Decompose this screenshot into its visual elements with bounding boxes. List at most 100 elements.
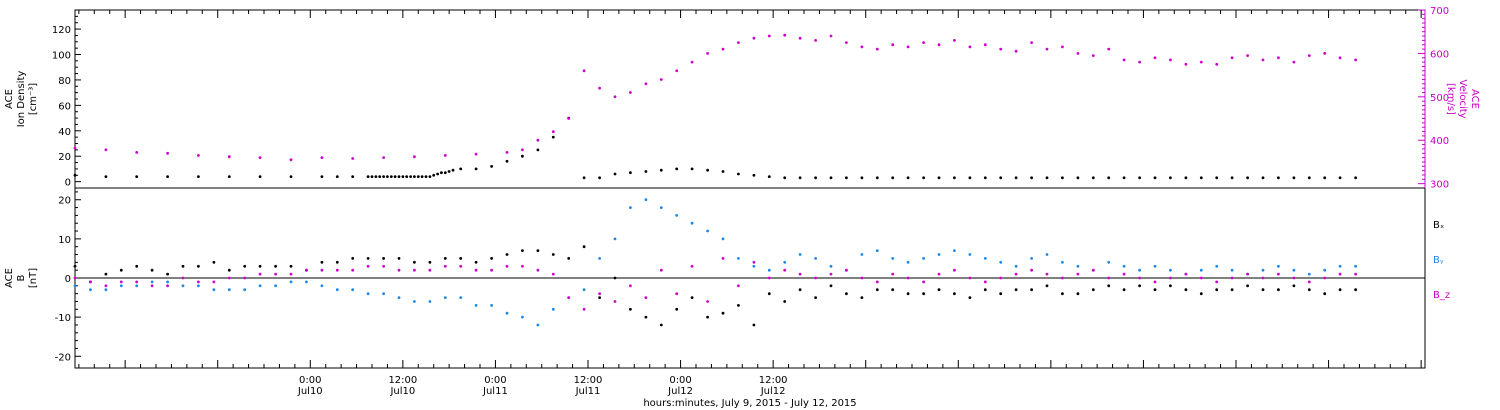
bx-point (166, 272, 170, 276)
by-point (1338, 264, 1342, 268)
bx-point (1323, 292, 1327, 296)
bx-point (1338, 288, 1342, 292)
density-point (335, 175, 339, 179)
velocity-point (1199, 60, 1203, 64)
by-point (351, 288, 355, 292)
by-point (1215, 264, 1219, 268)
density-point (428, 175, 432, 179)
bx-point (459, 257, 463, 260)
density-point (875, 176, 879, 180)
by-point (1045, 253, 1049, 256)
by-point (335, 288, 339, 292)
by-point (490, 304, 493, 307)
density-point (1292, 176, 1296, 180)
velocity-point (629, 91, 632, 94)
by-point (305, 280, 308, 284)
velocity-tick-label: 600 (1430, 49, 1449, 60)
bz-point (598, 292, 601, 296)
bx-point (906, 292, 910, 296)
bz-point (1230, 276, 1234, 280)
density-point (1045, 176, 1049, 180)
bz-point (104, 284, 108, 288)
density-point (891, 176, 895, 180)
velocity-point (351, 157, 355, 160)
density-axis-label-line1: ACE (4, 89, 15, 109)
bz-point (1261, 276, 1265, 280)
velocity-point (551, 130, 555, 134)
bx-point (1354, 288, 1357, 292)
density-point (397, 175, 401, 179)
bx-point (1261, 288, 1265, 292)
density-point (370, 175, 374, 179)
bz-point (1246, 272, 1249, 276)
density-point (227, 175, 231, 179)
bz-point (1215, 280, 1219, 284)
velocity-point (1215, 62, 1219, 66)
by-point (243, 288, 247, 292)
by-point (737, 257, 740, 260)
bz-point (1354, 272, 1357, 276)
bx-point (1030, 288, 1033, 292)
density-tick-label: 20 (58, 152, 71, 163)
by-point (906, 260, 910, 264)
by-point (521, 315, 524, 319)
x-axis-title: hours:minutes, July 9, 2015 - July 12, 2… (643, 398, 856, 409)
by-point (366, 292, 370, 296)
by-point (675, 214, 679, 217)
velocity-point (104, 148, 108, 152)
bz-point (906, 276, 910, 280)
b-tick-label: 20 (58, 196, 71, 207)
velocity-point (1338, 56, 1342, 60)
by-point (613, 237, 617, 241)
bx-point (1199, 292, 1203, 296)
density-point (320, 175, 324, 179)
by-point (551, 307, 555, 311)
bx-point (767, 292, 771, 296)
density-axis-label-line3: [cm⁻³] (28, 83, 39, 115)
by-point (413, 300, 416, 303)
density-point (289, 175, 293, 179)
by-point (922, 257, 925, 260)
velocity-tick-label: 500 (1430, 93, 1449, 104)
velocity-point (197, 154, 200, 157)
by-point (983, 257, 987, 260)
by-point (1030, 257, 1033, 260)
velocity-point (567, 117, 571, 120)
bz-point (320, 268, 324, 272)
bx-point (814, 296, 817, 299)
by-point (1122, 264, 1126, 268)
x-tick-date-label: Jul12 (667, 386, 693, 397)
density-point (258, 175, 262, 179)
by-point (1061, 260, 1064, 264)
density-point (845, 176, 848, 180)
by-point (1014, 264, 1018, 268)
bx-point (582, 245, 586, 249)
velocity-point (659, 78, 663, 81)
by-point (1323, 268, 1327, 272)
bx-point (258, 264, 262, 268)
density-point (420, 175, 424, 179)
bz-point (505, 264, 509, 268)
density-point (783, 176, 787, 180)
bx-point (1169, 284, 1172, 288)
bz-point (1307, 280, 1311, 284)
velocity-point (1246, 54, 1249, 57)
density-point (937, 176, 941, 180)
density-point (798, 176, 802, 180)
bx-point (119, 268, 123, 272)
density-point (1122, 176, 1126, 180)
x-tick-time-label: 12:00 (388, 375, 417, 386)
by-point (690, 221, 694, 225)
bz-point (212, 280, 216, 284)
bz-point (89, 280, 92, 284)
by-point (1354, 264, 1357, 268)
by-point (891, 257, 895, 260)
velocity-point (1122, 58, 1126, 62)
bx-point (428, 260, 432, 264)
density-point (393, 175, 397, 179)
density-point (351, 175, 355, 179)
velocity-point (536, 138, 540, 142)
velocity-point (1169, 58, 1172, 62)
density-point (405, 175, 409, 179)
velocity-point (706, 52, 709, 55)
